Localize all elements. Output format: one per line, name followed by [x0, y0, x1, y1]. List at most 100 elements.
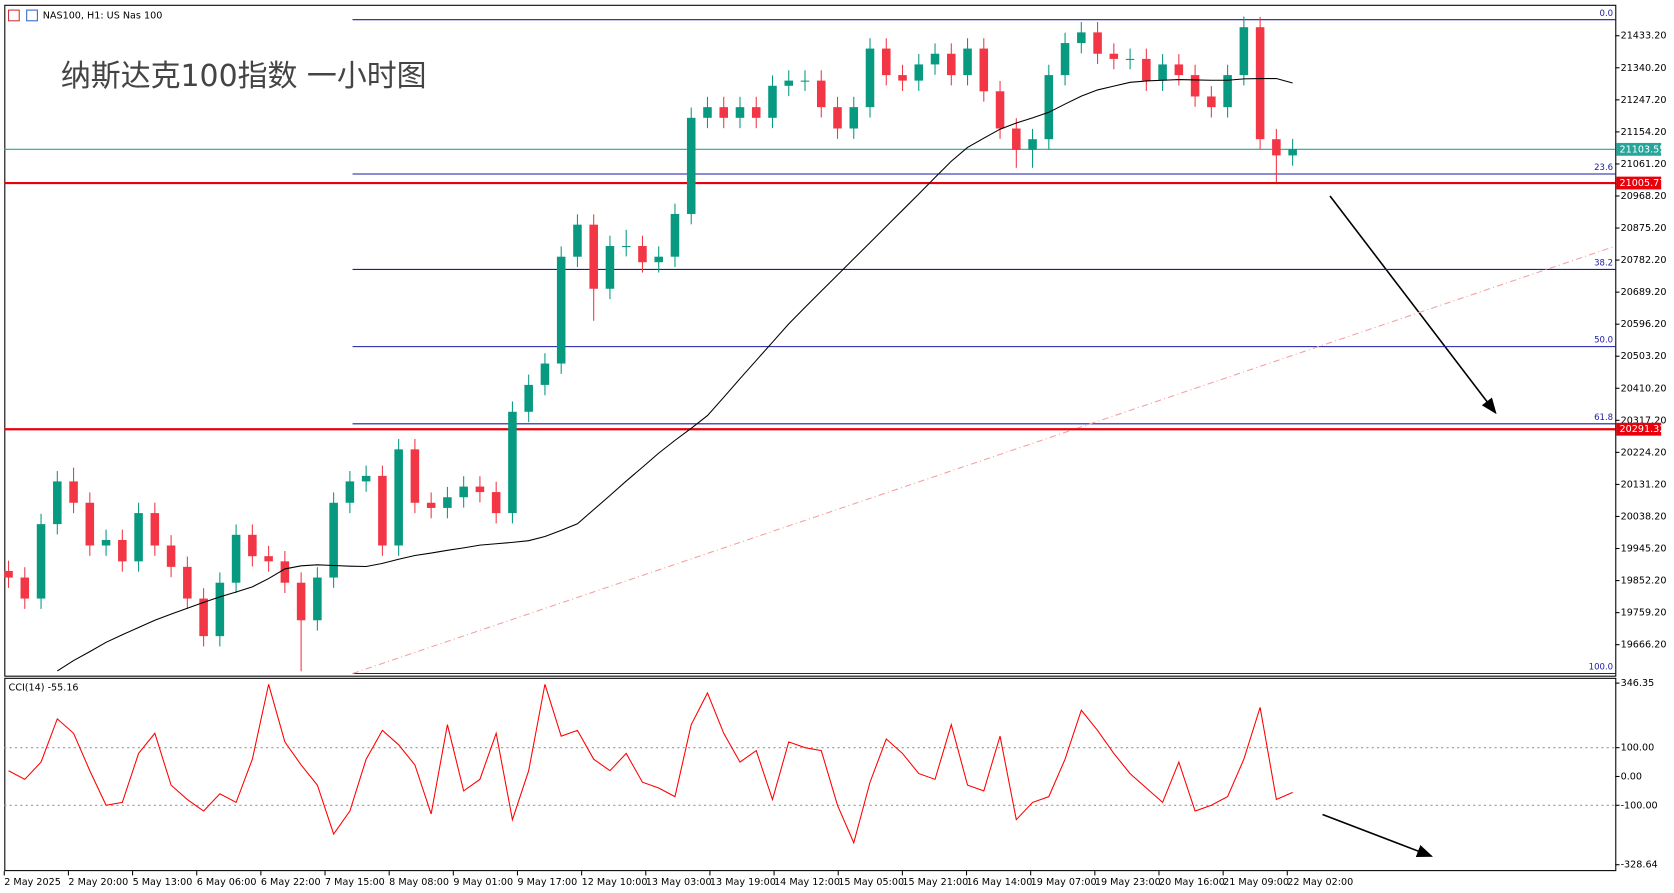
- candle-body: [914, 64, 924, 81]
- candle-body: [1077, 32, 1086, 44]
- candle-body: [816, 80, 826, 108]
- candle-body: [280, 561, 290, 583]
- x-tick-label: 15 May 21:00: [902, 877, 968, 888]
- candle-body: [20, 577, 30, 599]
- y-tick-label: 20131.20: [1621, 479, 1667, 490]
- x-tick-label: 6 May 06:00: [197, 877, 257, 888]
- y-tick-label: -328.64: [1621, 860, 1658, 871]
- y-tick-label: 19759.20: [1621, 608, 1667, 619]
- icon: [26, 9, 38, 22]
- candle-body: [833, 107, 842, 129]
- fib-label: 0.0: [1600, 9, 1614, 19]
- x-tick-label: 16 May 14:00: [967, 877, 1033, 888]
- annotation-arrow: [1329, 195, 1497, 415]
- candle-body: [1255, 27, 1265, 140]
- candle-body: [556, 256, 566, 364]
- x-tick-label: 8 May 08:00: [389, 877, 449, 888]
- x-tick-label: 2 May 2025: [4, 877, 61, 888]
- x-tick-label: 22 May 02:00: [1287, 877, 1353, 888]
- candle-body: [1207, 96, 1216, 108]
- fib-label: 23.6: [1594, 163, 1613, 173]
- candle-body: [589, 224, 598, 289]
- y-tick-label: 21061.20: [1621, 159, 1667, 170]
- indicator-line: [8, 684, 1293, 845]
- y-tick-label: 20875.20: [1621, 223, 1667, 234]
- y-tick-label: 19666.20: [1621, 640, 1667, 651]
- candle-body: [670, 213, 680, 257]
- candle-body: [768, 85, 777, 118]
- x-tick-label: 6 May 22:00: [261, 877, 321, 888]
- price-tag: [1616, 176, 1662, 190]
- indicator-frame: [4, 677, 1617, 872]
- candle-body: [719, 107, 729, 118]
- candle-body: [898, 75, 907, 81]
- candle-body: [524, 384, 533, 412]
- candle-body: [1044, 75, 1054, 140]
- candle-body: [1142, 58, 1151, 81]
- candle-body: [654, 256, 663, 263]
- candle-body: [101, 539, 111, 546]
- candle-body: [183, 566, 192, 599]
- candle-body: [1125, 58, 1135, 60]
- candle-body: [475, 486, 485, 493]
- moving-average: [57, 78, 1293, 672]
- y-tick-label: 21433.20: [1621, 31, 1667, 42]
- candle-body: [36, 524, 46, 599]
- y-tick-label: 20503.20: [1621, 351, 1667, 362]
- y-tick-label: 20038.20: [1621, 511, 1667, 522]
- indicator-title: CCI(14) -55.16: [9, 682, 79, 693]
- y-tick-label: 19852.20: [1621, 576, 1667, 587]
- chart-header: NAS100, H1: US Nas 100: [43, 10, 163, 21]
- fib-label: 50.0: [1594, 336, 1613, 346]
- price-tag-label: 21103.55: [1620, 144, 1666, 155]
- candle-body: [947, 53, 956, 76]
- x-tick-label: 7 May 15:00: [325, 877, 385, 888]
- candle-body: [53, 481, 62, 525]
- candle-body: [345, 481, 355, 503]
- y-tick-label: 346.35: [1621, 678, 1655, 689]
- x-tick-label: 21 May 09:00: [1223, 877, 1289, 888]
- candle-body: [166, 545, 176, 567]
- candle-body: [443, 497, 452, 508]
- candle-body: [134, 513, 143, 562]
- candle-body: [459, 486, 468, 498]
- chart-title: 纳斯达克100指数 一小时图: [61, 59, 427, 94]
- fib-label: 61.8: [1594, 413, 1613, 423]
- price-tag: [1616, 422, 1662, 436]
- y-tick-label: 20224.20: [1621, 447, 1667, 458]
- main-frame: [4, 4, 1617, 677]
- x-tick-label: 14 May 12:00: [774, 877, 840, 888]
- candle-body: [264, 556, 273, 562]
- candle-body: [150, 513, 160, 546]
- candle-body: [85, 502, 95, 546]
- y-tick-label: 20410.20: [1621, 383, 1667, 394]
- candle-body: [1174, 64, 1184, 76]
- candle-body: [800, 80, 810, 82]
- candle-body: [1060, 43, 1070, 76]
- candle-body: [1190, 75, 1200, 97]
- candle-body: [849, 107, 859, 129]
- candle-body: [508, 411, 517, 514]
- candle-body: [296, 582, 306, 621]
- candle-body: [686, 117, 696, 214]
- candle-body: [995, 91, 1005, 129]
- price-tag: [1616, 142, 1662, 156]
- candle-body: [491, 492, 501, 514]
- candle-body: [1109, 53, 1119, 59]
- price-tag-label: 20291.32: [1620, 424, 1666, 435]
- candle-body: [638, 246, 647, 263]
- x-tick-label: 13 May 19:00: [710, 877, 776, 888]
- candle-body: [1028, 139, 1037, 150]
- candle-body: [215, 582, 225, 637]
- candle-body: [394, 449, 403, 546]
- candle-body: [378, 475, 387, 546]
- candle-body: [1239, 27, 1249, 76]
- candle-body: [930, 53, 940, 65]
- candle-body: [1288, 149, 1297, 156]
- y-tick-label: 0.00: [1621, 771, 1642, 782]
- y-tick-label: 20596.20: [1621, 319, 1667, 330]
- y-tick-label: 100.00: [1621, 743, 1655, 754]
- candle-body: [329, 502, 338, 578]
- candle-body: [231, 534, 241, 583]
